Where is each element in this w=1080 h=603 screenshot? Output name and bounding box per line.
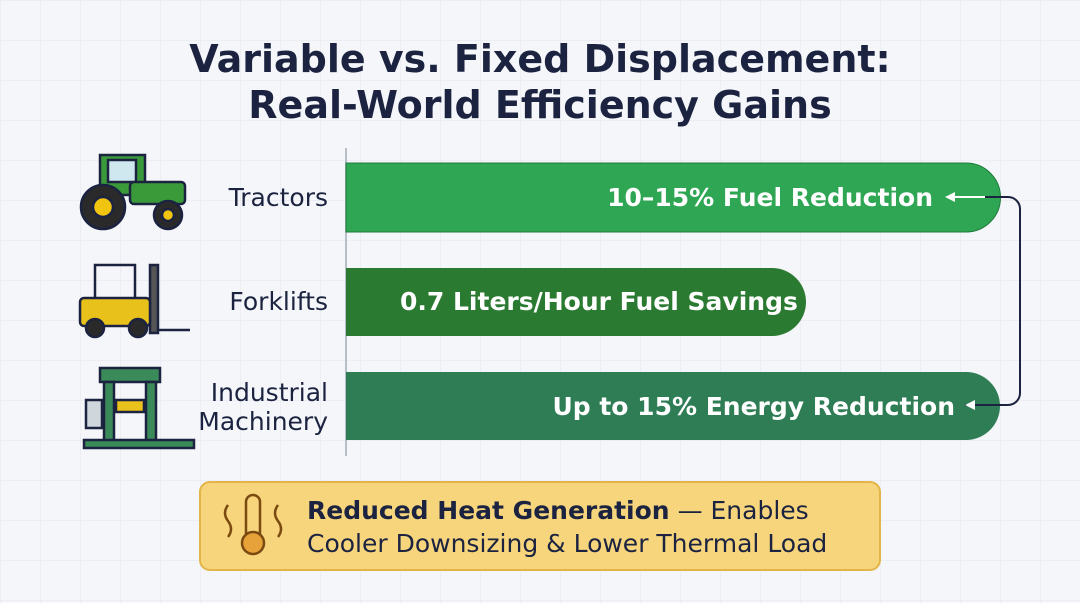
bar-text: 10–15% Fuel Reduction [607, 183, 933, 212]
bar-text: Up to 15% Energy Reduction [552, 392, 955, 421]
callout-text: — Enables [678, 496, 809, 525]
thermometer-icon [223, 493, 283, 556]
callout-line: Cooler Downsizing & Lower Thermal Load [307, 529, 827, 558]
connector [965, 196, 1021, 406]
title-line: Variable vs. Fixed Displacement: [189, 37, 891, 81]
bar-text: 0.7 Liters/Hour Fuel Savings [400, 287, 798, 316]
row-label: Machinery [198, 407, 328, 436]
callout-bold: Reduced Heat Generation [307, 496, 670, 525]
callout-line: Reduced Heat Generation — Enables [307, 496, 809, 525]
callout-space [670, 496, 678, 525]
row-label: Forklifts [229, 287, 328, 316]
row-label: Industrial [211, 378, 328, 407]
title-line: Real-World Efficiency Gains [248, 83, 831, 127]
tractor-icon [79, 153, 187, 231]
row-label: Tractors [228, 183, 328, 212]
bar [345, 162, 1001, 233]
bar [346, 268, 806, 336]
callout-box [199, 481, 881, 571]
forklift-icon [78, 263, 190, 339]
bar [346, 372, 1000, 440]
press-icon [82, 366, 196, 450]
